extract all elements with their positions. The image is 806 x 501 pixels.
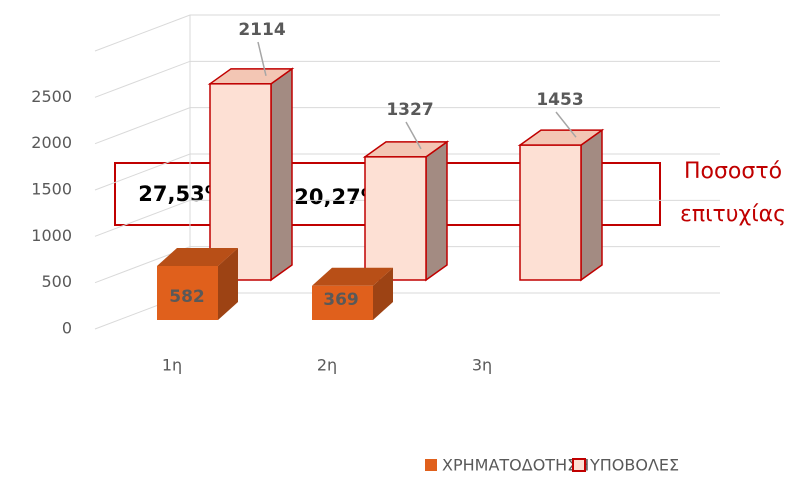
value-label: 369 <box>323 290 359 310</box>
bar-front <box>312 285 373 320</box>
box-label: Ποσοστό <box>684 159 782 184</box>
bar-side <box>580 128 603 282</box>
x-tick-label: 3η <box>472 356 492 375</box>
value-label: 2114 <box>238 20 285 40</box>
value-label: 582 <box>169 287 205 307</box>
leader-line <box>405 121 422 150</box>
bar-front <box>157 265 218 320</box>
bar-side <box>270 67 293 282</box>
leader-line <box>555 111 577 138</box>
y-tick-label: 2000 <box>31 133 72 152</box>
y-tick-label: 2500 <box>31 87 72 106</box>
bar-front <box>209 83 272 281</box>
bar <box>517 128 605 282</box>
y-tick-label: 500 <box>41 272 72 291</box>
bar <box>157 247 238 320</box>
y-tick-label: 1500 <box>31 180 72 199</box>
y-tick-label: 1000 <box>31 226 72 245</box>
box-label: επιτυχίας <box>680 202 786 227</box>
value-label: 1453 <box>536 90 583 110</box>
x-tick-label: 1η <box>162 356 182 375</box>
bar <box>312 267 393 320</box>
bar-front <box>519 144 582 281</box>
bar <box>207 67 295 282</box>
legend-swatch <box>425 459 437 471</box>
bar-side <box>218 247 238 320</box>
bar <box>362 140 450 282</box>
bar-top <box>157 247 238 266</box>
bar-side <box>373 267 393 320</box>
legend-label: ΧΡΗΜΑΤΟΔΟΤΗΣΗ <box>442 456 589 475</box>
bar-side <box>425 140 448 282</box>
grid-line <box>94 60 720 98</box>
grid-line <box>94 14 720 52</box>
y-tick-label: 0 <box>62 319 72 338</box>
value-label: 1327 <box>386 100 433 120</box>
bar-top <box>312 267 393 286</box>
x-tick-label: 2η <box>317 356 337 375</box>
legend-swatch <box>572 458 586 472</box>
leader-line <box>257 41 267 76</box>
bar-front <box>364 156 427 281</box>
legend-label: ΥΠΟΒΟΛΕΣ <box>589 456 679 475</box>
